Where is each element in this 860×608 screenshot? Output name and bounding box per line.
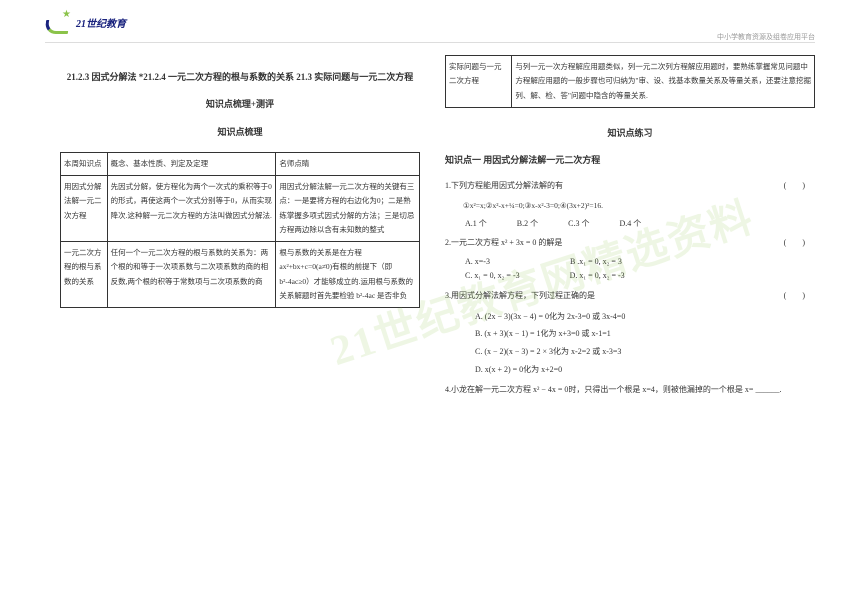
cell: 用因式分解法解一元二次方程的关键有三点：一是要将方程的右边化为0；二是熟练掌握多… bbox=[276, 176, 420, 242]
table-row: 一元二次方程的根与系数的关系 任何一个一元二次方程的根与系数的关系为：两个根的和… bbox=[61, 242, 420, 308]
table-row: 实际问题与一元二次方程 与列一元一次方程解应用题类似，列一元二次列方程解应用题时… bbox=[446, 56, 815, 108]
q2-text: 2.一元二次方程 x² + 3x = 0 的解是 bbox=[445, 238, 562, 247]
main-title: 21.2.3 因式分解法 *21.2.4 一元二次方程的根与系数的关系 21.3… bbox=[60, 70, 420, 85]
subtitle-3: 知识点练习 bbox=[445, 126, 815, 141]
opt-c: C. (x − 2)(x − 3) = 2 × 3化为 x-2=2 或 x-3=… bbox=[475, 343, 815, 361]
swoosh-icon bbox=[44, 20, 70, 34]
logo-icon: ★ bbox=[45, 10, 73, 34]
q3-options: A. (2x − 3)(3x − 4) = 0化为 2x-3=0 或 3x-4=… bbox=[475, 308, 815, 378]
q1-equations: ①x²=x;②x²-x+¼=0;③x-x²-3=0;④(3x+2)²=16. bbox=[463, 198, 815, 213]
opt-d: D. x₁ = 0, x₂ = -3 bbox=[570, 269, 625, 283]
knowledge-table-1: 本周知识点 概念、基本性质、判定及定理 名师点睛 用因式分解法解一元二次方程 先… bbox=[60, 152, 420, 308]
opt-d: D. x(x + 2) = 0化为 x+2=0 bbox=[475, 361, 815, 379]
opt-a: A. x=-3 bbox=[465, 255, 490, 269]
q3-text: 3.用因式分解法解方程，下列过程正确的是 bbox=[445, 291, 595, 300]
question-4: 4.小龙在解一元二次方程 x² − 4x = 0时，只得出一个根是 x=4，则被… bbox=[445, 382, 815, 398]
cell: 实际问题与一元二次方程 bbox=[446, 56, 512, 108]
section-1-title: 知识点一 用因式分解法解一元二次方程 bbox=[445, 153, 815, 168]
star-icon: ★ bbox=[62, 10, 71, 20]
subtitle-2: 知识点梳理 bbox=[60, 125, 420, 140]
cell: 先因式分解，使方程化为两个一次式的乘积等于0的形式，再使这两个一次式分别等于0，… bbox=[107, 176, 276, 242]
cell: 根与系数的关系是在方程 ax²+bx+c=0(a≠0)有根的前提下（即 b²-4… bbox=[276, 242, 420, 308]
question-1: 1.下列方程能用因式分解法解的有 ( ) bbox=[445, 178, 815, 194]
subtitle-1: 知识点梳理+测评 bbox=[60, 97, 420, 112]
question-3: 3.用因式分解法解方程，下列过程正确的是 ( ) bbox=[445, 288, 815, 304]
opt-c: C.3 个 bbox=[568, 217, 589, 231]
th-1: 本周知识点 bbox=[61, 152, 108, 175]
left-column: 21.2.3 因式分解法 *21.2.4 一元二次方程的根与系数的关系 21.3… bbox=[60, 55, 420, 308]
opt-b: B.2 个 bbox=[517, 217, 538, 231]
cell: 任何一个一元二次方程的根与系数的关系为：两个根的和等于一次项系数与二次项系数的商… bbox=[107, 242, 276, 308]
answer-blank: ( ) bbox=[784, 288, 805, 304]
answer-blank: ( ) bbox=[784, 178, 805, 194]
knowledge-table-2: 实际问题与一元二次方程 与列一元一次方程解应用题类似，列一元二次列方程解应用题时… bbox=[445, 55, 815, 108]
opt-d: D.4 个 bbox=[619, 217, 641, 231]
logo-text: 21世纪教育 bbox=[76, 15, 126, 30]
opt-a: A.1 个 bbox=[465, 217, 487, 231]
cell: 用因式分解法解一元二次方程 bbox=[61, 176, 108, 242]
opt-b: B .x₁ = 0, x₂ = 3 bbox=[570, 255, 622, 269]
q1-options: A.1 个 B.2 个 C.3 个 D.4 个 bbox=[465, 217, 815, 231]
table-row: 用因式分解法解一元二次方程 先因式分解，使方程化为两个一次式的乘积等于0的形式，… bbox=[61, 176, 420, 242]
cell: 一元二次方程的根与系数的关系 bbox=[61, 242, 108, 308]
question-2: 2.一元二次方程 x² + 3x = 0 的解是 ( ) bbox=[445, 235, 815, 251]
answer-blank: ( ) bbox=[784, 235, 805, 251]
th-2: 概念、基本性质、判定及定理 bbox=[107, 152, 276, 175]
right-column: 实际问题与一元二次方程 与列一元一次方程解应用题类似，列一元二次列方程解应用题时… bbox=[445, 55, 815, 402]
q2-options: A. x=-3 B .x₁ = 0, x₂ = 3 C. x₁ = 0, x₂ … bbox=[465, 255, 815, 284]
header-divider bbox=[45, 42, 815, 43]
th-3: 名师点睛 bbox=[276, 152, 420, 175]
q1-text: 1.下列方程能用因式分解法解的有 bbox=[445, 181, 563, 190]
header-subtitle: 中小学教育资源及组卷应用平台 bbox=[717, 32, 815, 42]
table-row: 本周知识点 概念、基本性质、判定及定理 名师点睛 bbox=[61, 152, 420, 175]
logo: ★ 21世纪教育 bbox=[45, 10, 126, 34]
cell: 与列一元一次方程解应用题类似，列一元二次列方程解应用题时，要熟练掌握常见问题中方… bbox=[512, 56, 815, 108]
opt-b: B. (x + 3)(x − 1) = 1化为 x+3=0 或 x-1=1 bbox=[475, 325, 815, 343]
opt-c: C. x₁ = 0, x₂ = -3 bbox=[465, 269, 520, 283]
opt-a: A. (2x − 3)(3x − 4) = 0化为 2x-3=0 或 3x-4=… bbox=[475, 308, 815, 326]
